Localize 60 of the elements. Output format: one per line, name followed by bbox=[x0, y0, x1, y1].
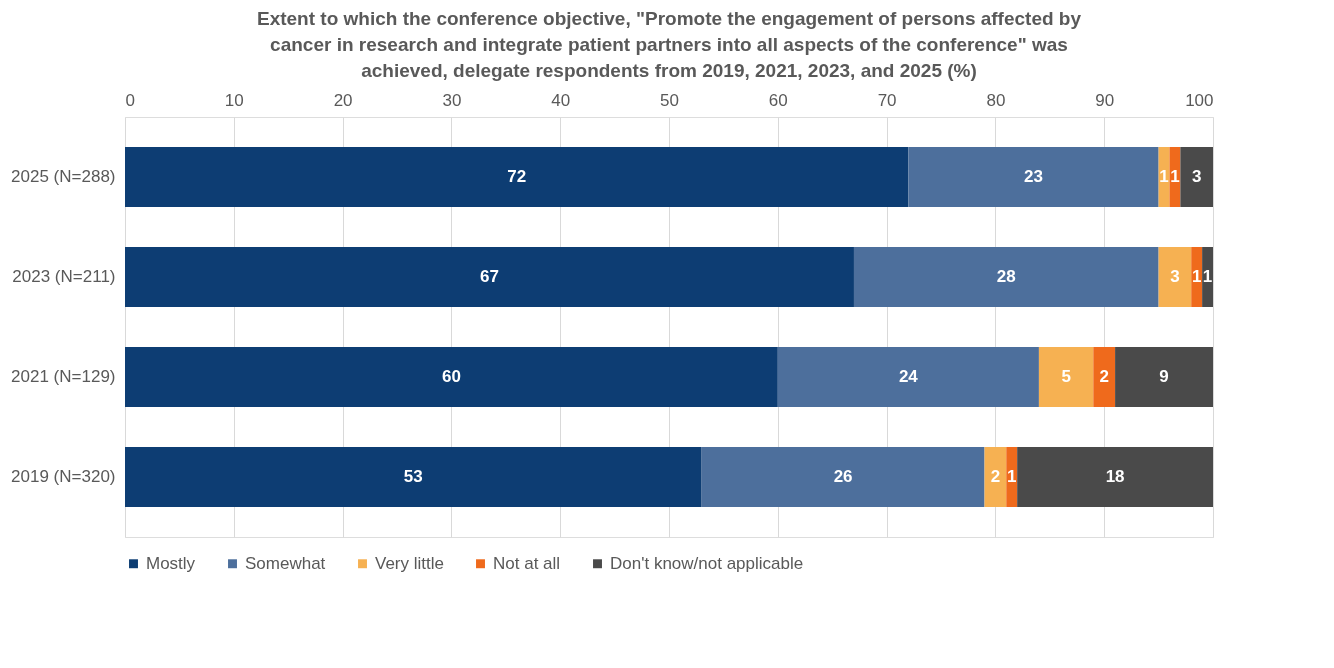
data-label: 1 bbox=[1191, 267, 1202, 286]
bar bbox=[1191, 247, 1203, 307]
data-label: 23 bbox=[1024, 167, 1043, 186]
bar bbox=[1006, 447, 1018, 507]
data-label: 60 bbox=[441, 367, 461, 386]
bar bbox=[1158, 247, 1192, 307]
x-tick-label: 70 bbox=[877, 90, 897, 110]
x-tick-label: 80 bbox=[986, 90, 1006, 110]
data-label: 28 bbox=[996, 267, 1016, 286]
bar bbox=[125, 347, 778, 407]
y-tick-label: 2023 (N=211) bbox=[12, 267, 116, 286]
x-tick-label: 20 bbox=[333, 90, 353, 110]
legend-label: Not at all bbox=[493, 553, 561, 573]
bar bbox=[984, 447, 1007, 507]
data-label: 3 bbox=[1191, 167, 1202, 186]
data-label: 53 bbox=[403, 467, 423, 486]
bar bbox=[701, 447, 985, 507]
y-tick-label: 2025 (N=288) bbox=[11, 167, 116, 186]
data-label: 1 bbox=[1202, 267, 1213, 286]
bar bbox=[1169, 147, 1181, 207]
legend-label: Don't know/not applicable bbox=[610, 553, 804, 573]
data-label: 5 bbox=[1061, 367, 1071, 386]
x-tick-label: 90 bbox=[1095, 90, 1115, 110]
bar bbox=[853, 247, 1159, 307]
x-tick-label: 60 bbox=[768, 90, 788, 110]
x-tick-label: 30 bbox=[442, 90, 462, 110]
bar bbox=[1180, 147, 1213, 207]
data-label: 3 bbox=[1170, 267, 1180, 286]
chart-title: Extent to which the conference objective, "Promote the engagement of persons affected by cancer in research and integrate patient partners into all aspects of the conference" was achieved, delegate respondents from 2019, 2021, 2023, and 2025 (%) bbox=[256, 8, 1082, 81]
data-label: 18 bbox=[1105, 467, 1125, 486]
legend-label: Mostly bbox=[146, 553, 196, 573]
data-label: 1 bbox=[1006, 467, 1017, 486]
bar bbox=[1038, 347, 1094, 407]
data-label: 72 bbox=[507, 167, 527, 186]
bar bbox=[125, 147, 909, 207]
x-tick-label: 0 bbox=[125, 90, 135, 110]
bar bbox=[1115, 347, 1213, 407]
x-tick-label: 50 bbox=[660, 90, 679, 110]
bar bbox=[125, 247, 854, 307]
x-tick-label: 100 bbox=[1185, 90, 1214, 110]
bar bbox=[125, 447, 702, 507]
bar bbox=[1093, 347, 1116, 407]
bar bbox=[1202, 247, 1213, 307]
y-tick-label: 2019 (N=320) bbox=[11, 467, 116, 486]
bar bbox=[1017, 447, 1213, 507]
data-label: 2 bbox=[990, 467, 1001, 486]
data-label: 67 bbox=[480, 267, 499, 286]
bar bbox=[777, 347, 1039, 407]
legend-label: Somewhat bbox=[245, 553, 326, 573]
data-label: 24 bbox=[898, 367, 919, 386]
y-tick-label: 2021 (N=129) bbox=[11, 367, 116, 386]
data-label: 2 bbox=[1099, 367, 1109, 386]
legend-label: Very little bbox=[375, 553, 444, 573]
x-tick-label: 10 bbox=[224, 90, 244, 110]
data-label: 9 bbox=[1159, 367, 1169, 386]
x-tick-label: 40 bbox=[551, 90, 571, 110]
data-label: 26 bbox=[833, 467, 853, 486]
data-label: 1 bbox=[1159, 167, 1169, 186]
bar bbox=[908, 147, 1159, 207]
data-label: 1 bbox=[1170, 167, 1180, 186]
